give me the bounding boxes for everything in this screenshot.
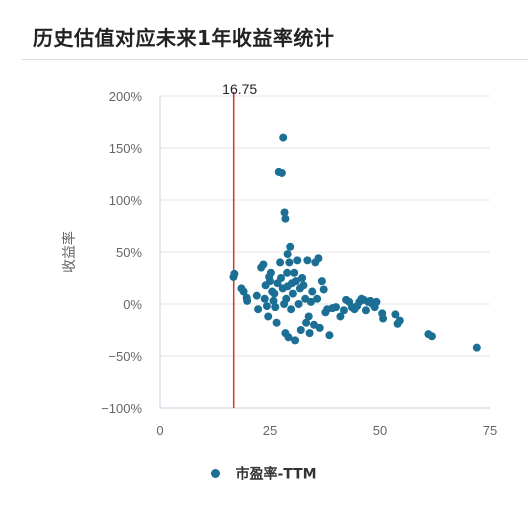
data-point (259, 260, 268, 269)
x-tick-label: 50 (373, 423, 387, 438)
data-point (285, 258, 294, 267)
data-point (290, 268, 299, 277)
data-point (262, 302, 271, 311)
data-point (243, 296, 252, 305)
data-point (287, 305, 296, 314)
y-tick-label: −100% (101, 401, 142, 416)
data-point (332, 303, 340, 312)
data-point (306, 297, 315, 306)
data-point (294, 300, 303, 308)
y-tick-label: 50% (116, 245, 142, 260)
data-point (230, 269, 239, 278)
data-point (272, 318, 281, 327)
data-point (280, 208, 289, 217)
y-tick-label: 0% (123, 297, 142, 312)
data-point (372, 297, 381, 306)
data-point (472, 343, 481, 352)
data-point (269, 296, 278, 305)
data-point (266, 268, 275, 277)
data-point (270, 289, 279, 298)
data-point (288, 289, 297, 298)
data-point (283, 250, 292, 259)
data-point (284, 333, 293, 342)
data-point (325, 331, 334, 340)
data-point (305, 329, 314, 338)
data-point (303, 256, 312, 265)
data-point (296, 326, 305, 334)
data-point (361, 306, 370, 315)
data-point (286, 242, 295, 251)
data-point (379, 314, 388, 323)
title-divider (22, 59, 528, 60)
x-tick-label: 25 (263, 423, 277, 438)
data-point (339, 306, 348, 315)
legend-marker-icon (211, 469, 221, 478)
data-point (308, 287, 317, 296)
y-axis-ticks: 200% 150% 100% 50% 0% −50% −100% (101, 89, 142, 416)
data-point (260, 294, 269, 303)
data-point (299, 281, 308, 290)
scatter-chart: 200% 150% 100% 50% 0% −50% −100% 0 25 50 75 收益率 1… (61, 81, 497, 438)
x-tick-label: 0 (156, 423, 163, 438)
data-point (427, 332, 436, 341)
legend[interactable]: 市盈率-TTM (0, 463, 528, 484)
data-point (293, 256, 302, 265)
marker-line-label: 16.75 (222, 81, 257, 97)
data-point (282, 294, 291, 303)
data-point (239, 287, 248, 296)
data-point (252, 291, 261, 300)
data-point (317, 277, 326, 286)
x-axis-ticks: 0 25 50 75 (156, 423, 497, 438)
data-point (279, 133, 288, 142)
y-tick-label: 100% (109, 193, 143, 208)
data-point (277, 168, 286, 177)
page-title: 历史估值对应未来1年收益率统计 (33, 26, 335, 50)
data-point (391, 310, 400, 319)
y-tick-label: −50% (108, 349, 142, 364)
data-point (277, 274, 285, 282)
data-point (291, 277, 300, 286)
data-point (336, 312, 345, 321)
y-tick-label: 200% (109, 89, 143, 104)
y-axis-label: 收益率 (61, 231, 78, 273)
data-point (266, 277, 274, 286)
y-tick-label: 150% (109, 141, 143, 156)
data-point (319, 285, 328, 294)
data-point (264, 312, 273, 321)
data-point (254, 305, 263, 314)
data-point (298, 274, 307, 282)
data-point (281, 214, 290, 223)
data-point (304, 312, 313, 321)
data-point (395, 316, 404, 325)
legend-label: 市盈率-TTM (235, 466, 317, 483)
data-point (314, 254, 323, 263)
data-points (229, 133, 481, 352)
data-point (302, 318, 311, 327)
data-point (271, 303, 280, 312)
data-point (283, 268, 292, 277)
data-point (276, 258, 285, 267)
data-point (291, 336, 300, 345)
data-point (313, 294, 322, 303)
grid-lines (160, 95, 490, 357)
x-tick-label: 75 (483, 423, 497, 438)
data-point (315, 323, 324, 332)
